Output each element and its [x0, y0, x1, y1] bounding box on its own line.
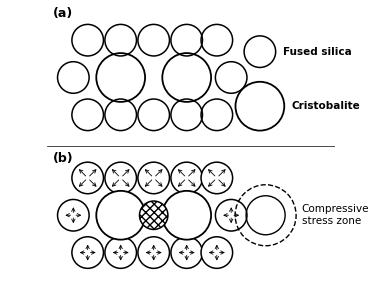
Text: (a): (a) — [53, 7, 73, 20]
Circle shape — [171, 162, 202, 194]
Circle shape — [105, 237, 136, 268]
Text: Cristobalite: Cristobalite — [291, 101, 360, 111]
Circle shape — [201, 162, 233, 194]
Circle shape — [138, 237, 170, 268]
Circle shape — [72, 237, 104, 268]
Circle shape — [96, 191, 145, 240]
Circle shape — [201, 237, 233, 268]
Circle shape — [215, 199, 247, 231]
Circle shape — [138, 162, 170, 194]
Circle shape — [105, 162, 136, 194]
Circle shape — [162, 191, 211, 240]
Text: (b): (b) — [53, 152, 74, 165]
Circle shape — [139, 201, 168, 230]
Circle shape — [58, 199, 89, 231]
Text: Compressive
stress zone: Compressive stress zone — [302, 204, 369, 226]
Circle shape — [72, 162, 104, 194]
Circle shape — [171, 237, 202, 268]
Text: Fused silica: Fused silica — [283, 47, 351, 57]
